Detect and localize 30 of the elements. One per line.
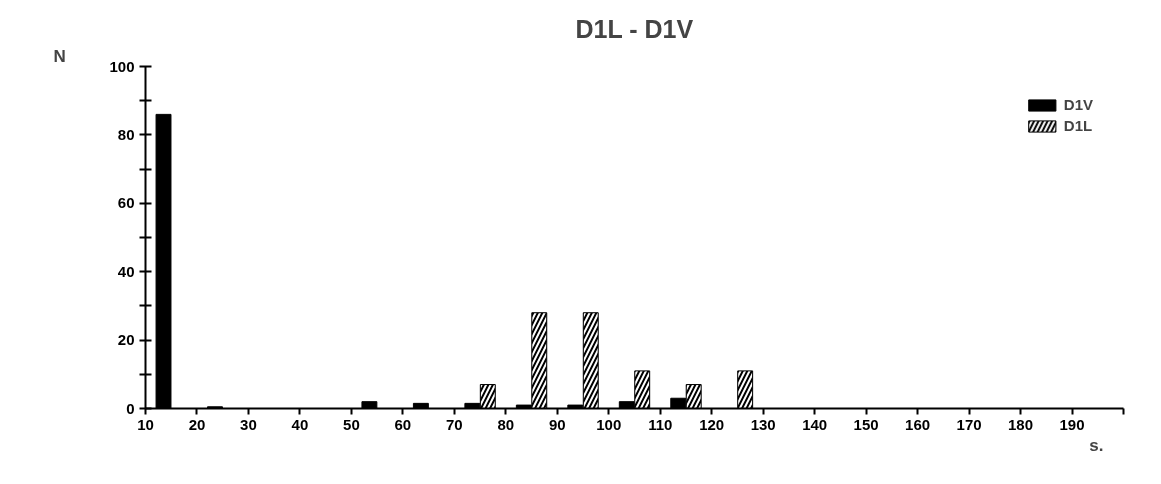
legend-label: D1L bbox=[1063, 117, 1093, 134]
y-tick-label: 20 bbox=[117, 331, 135, 349]
x-tick-label: 60 bbox=[394, 415, 412, 433]
x-tick-label: 110 bbox=[648, 415, 673, 433]
x-tick-label: 100 bbox=[596, 415, 622, 433]
y-tick-label: 40 bbox=[117, 262, 135, 280]
x-axis-title: s. bbox=[1089, 435, 1104, 455]
x-tick-label: 170 bbox=[956, 415, 982, 433]
x-tick-label: 10 bbox=[137, 415, 154, 433]
x-tick-label: 70 bbox=[446, 415, 463, 433]
legend-label: D1V bbox=[1063, 96, 1093, 113]
x-tick-label: 50 bbox=[343, 415, 360, 433]
x-tick-label: 80 bbox=[497, 415, 515, 433]
x-tick-label: 160 bbox=[905, 415, 931, 433]
x-tick-label: 30 bbox=[240, 415, 257, 433]
chart-title: D1L - D1V bbox=[575, 14, 694, 43]
y-axis-title: N bbox=[53, 46, 66, 66]
y-tick-label: 0 bbox=[126, 399, 135, 417]
x-tick-label: 120 bbox=[699, 415, 725, 433]
x-tick-label: 140 bbox=[802, 415, 828, 433]
y-tick-label: 60 bbox=[117, 194, 135, 212]
x-tick-label: 90 bbox=[548, 415, 566, 433]
y-tick-label: 100 bbox=[109, 57, 135, 75]
y-tick-label: 80 bbox=[117, 125, 135, 143]
x-tick-label: 20 bbox=[188, 415, 206, 433]
x-tick-label: 130 bbox=[750, 415, 776, 433]
x-tick-label: 180 bbox=[1008, 415, 1034, 433]
x-tick-label: 190 bbox=[1059, 415, 1085, 433]
x-tick-label: 40 bbox=[291, 415, 309, 433]
x-tick-label: 150 bbox=[853, 415, 879, 433]
